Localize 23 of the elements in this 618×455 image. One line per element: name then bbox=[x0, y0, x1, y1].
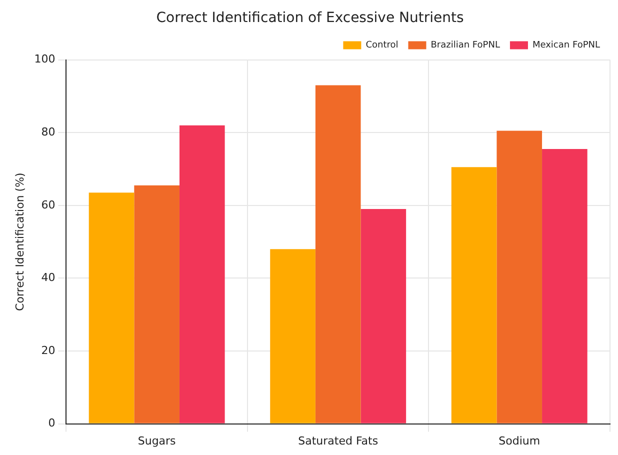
bar bbox=[451, 167, 497, 424]
x-tick-label: Saturated Fats bbox=[298, 434, 378, 448]
y-tick-label: 0 bbox=[48, 416, 56, 430]
bar bbox=[134, 185, 180, 424]
bar bbox=[542, 148, 588, 424]
y-tick-label: 80 bbox=[41, 125, 56, 138]
legend-label: Mexican FoPNL bbox=[532, 40, 600, 51]
y-tick-label: 60 bbox=[41, 198, 56, 212]
y-axis-title: Correct Identification (%) bbox=[13, 172, 26, 311]
bar bbox=[88, 192, 134, 424]
bar bbox=[315, 85, 361, 424]
bar bbox=[496, 130, 542, 424]
x-tick-label: Sodium bbox=[498, 434, 540, 448]
chart-title: Correct Identification of Excessive Nutrients bbox=[156, 10, 464, 26]
legend-label: Brazilian FoPNL bbox=[430, 40, 500, 51]
y-tick-label: 20 bbox=[41, 344, 56, 357]
bar bbox=[270, 249, 316, 424]
bar bbox=[179, 125, 225, 424]
x-tick-label: Sugars bbox=[138, 434, 176, 448]
y-tick-label: 100 bbox=[34, 52, 56, 66]
y-tick-label: 40 bbox=[41, 271, 56, 284]
legend-label: Control bbox=[366, 40, 398, 51]
bar bbox=[360, 209, 406, 424]
